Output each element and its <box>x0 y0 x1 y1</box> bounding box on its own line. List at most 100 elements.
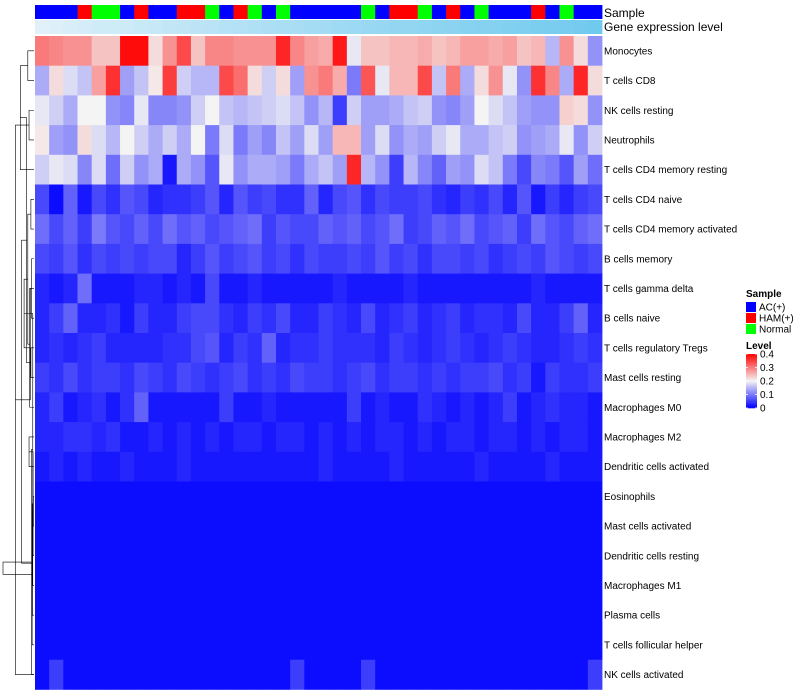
dendrogram-branch <box>30 347 34 378</box>
heatmap-cell <box>346 243 362 274</box>
heatmap-cell <box>587 422 603 453</box>
heatmap-cell <box>559 570 575 601</box>
heatmap-cell <box>502 362 518 393</box>
expression-annotation-cell <box>460 20 475 34</box>
heatmap-cell <box>35 125 50 156</box>
heatmap-cell <box>531 392 546 423</box>
heatmap-cell <box>361 630 376 661</box>
heatmap-cell <box>290 125 305 156</box>
heatmap-cell <box>162 600 178 631</box>
heatmap-cell <box>403 95 419 126</box>
heatmap-cell <box>431 36 447 67</box>
legend-level-gradient-step <box>746 364 757 366</box>
heatmap-cell <box>219 36 234 67</box>
heatmap-cell <box>162 362 178 393</box>
heatmap-cell <box>134 303 149 334</box>
heatmap-cell <box>176 659 192 690</box>
heatmap-cell <box>77 273 93 304</box>
heatmap-cell <box>474 481 489 512</box>
sample-annotation-cell <box>446 5 461 19</box>
heatmap-cell <box>573 392 589 423</box>
heatmap-cell <box>573 154 589 185</box>
heatmap-cell <box>134 362 149 393</box>
heatmap-cell <box>77 630 93 661</box>
heatmap-cell <box>502 659 518 690</box>
heatmap-cell <box>205 630 220 661</box>
legend-level-gradient-step <box>746 355 757 357</box>
sample-annotation-cell <box>502 5 518 19</box>
heatmap-cell <box>134 540 149 571</box>
heatmap-cell <box>417 303 433 334</box>
heatmap-cell <box>49 659 64 690</box>
heatmap-cell <box>35 451 50 482</box>
legend-level-gradient-step <box>746 395 757 397</box>
heatmap-cell <box>431 303 447 334</box>
heatmap-cell <box>502 95 518 126</box>
heatmap-cell <box>176 362 192 393</box>
heatmap-cell <box>233 65 249 96</box>
legend-level-gradient-step <box>746 401 757 403</box>
heatmap-cell <box>573 333 589 364</box>
legend-level-gradient-step <box>746 403 757 405</box>
heatmap-cell <box>375 422 390 453</box>
heatmap-cell <box>148 392 163 423</box>
heatmap-cell <box>375 362 390 393</box>
heatmap-cell <box>290 422 305 453</box>
heatmap-cell <box>389 273 404 304</box>
legend-level-gradient-step <box>746 390 757 392</box>
heatmap-cell <box>332 154 348 185</box>
heatmap-cell <box>35 659 50 690</box>
heatmap-cell <box>375 630 390 661</box>
heatmap-cell <box>318 392 334 423</box>
legend-level-gradient-step <box>746 381 757 383</box>
legend-level-tick-label: 0.2 <box>760 377 774 388</box>
heatmap-cell <box>318 154 334 185</box>
heatmap-cell <box>205 333 220 364</box>
heatmap-cell <box>361 481 376 512</box>
heatmap-cell <box>389 154 404 185</box>
heatmap-cell <box>63 630 78 661</box>
legend-level-tick-label: 0.4 <box>760 350 774 361</box>
heatmap-cell <box>375 65 390 96</box>
heatmap-cell <box>219 95 234 126</box>
heatmap-cell <box>573 273 589 304</box>
heatmap-cell <box>346 422 362 453</box>
heatmap-cell <box>545 65 560 96</box>
heatmap-cell <box>176 125 192 156</box>
heatmap-cell <box>219 451 234 482</box>
heatmap-cell <box>134 36 149 67</box>
heatmap-cell <box>120 451 135 482</box>
heatmap-cell <box>162 214 178 245</box>
heatmap-cell <box>261 243 277 274</box>
sample-annotation-cell <box>587 5 603 19</box>
heatmap-cell <box>502 36 518 67</box>
heatmap-cell <box>431 659 447 690</box>
heatmap-cell <box>389 659 404 690</box>
expression-annotation-bar <box>35 20 603 34</box>
heatmap-cell <box>361 214 376 245</box>
heatmap-cell <box>49 95 64 126</box>
heatmap-cell <box>389 422 404 453</box>
heatmap-cell <box>332 511 348 542</box>
heatmap-cell <box>375 451 390 482</box>
heatmap-cell <box>573 422 589 453</box>
heatmap-cell <box>49 600 64 631</box>
heatmap-cell <box>261 36 277 67</box>
heatmap-cell <box>290 540 305 571</box>
heatmap-cell <box>49 154 64 185</box>
legend-level-gradient-step <box>746 380 757 382</box>
heatmap-cell <box>361 362 376 393</box>
heatmap-cell <box>488 243 504 274</box>
heatmap-cell <box>290 511 305 542</box>
heatmap-cell <box>488 184 504 215</box>
heatmap-cell <box>233 630 249 661</box>
heatmap-cell <box>417 243 433 274</box>
heatmap-cell <box>431 422 447 453</box>
heatmap-cell <box>488 422 504 453</box>
heatmap-cell <box>162 273 178 304</box>
heatmap-cell <box>176 511 192 542</box>
heatmap-cell <box>176 451 192 482</box>
sample-annotation-cell <box>346 5 362 19</box>
heatmap-cell <box>531 333 546 364</box>
heatmap-cell <box>63 184 78 215</box>
